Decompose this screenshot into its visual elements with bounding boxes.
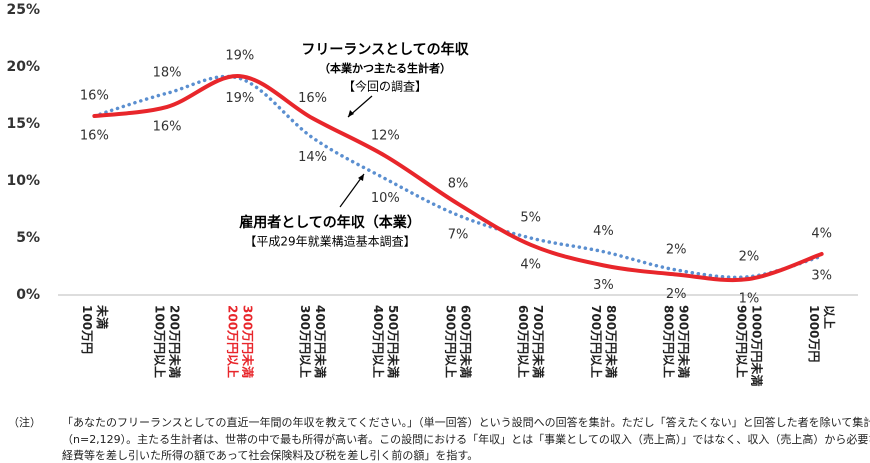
x-tick-label: 300万円以上 — [298, 305, 313, 378]
x-tick-label: 500万円以上 — [444, 305, 459, 378]
x-tick-label: 900万円以上 — [734, 305, 749, 378]
x-tick-label: 800万円以上 — [662, 305, 677, 378]
data-label: 10% — [371, 191, 400, 206]
annotation: フリーランスとしての年収 — [301, 41, 469, 58]
data-label: 3% — [593, 278, 614, 293]
data-label: 19% — [225, 49, 254, 64]
data-label: 16% — [153, 119, 182, 134]
footnote: （n=2,129）。主たる生計者は、世帯の中で最も所得が高い者。この設問における… — [62, 432, 870, 446]
annotation-arrowhead — [348, 110, 354, 117]
x-tick-label: 未満 — [95, 304, 110, 329]
data-label: 8% — [448, 176, 469, 191]
y-tick-label: 0% — [16, 287, 40, 303]
x-tick-label: 1000万円 — [807, 305, 821, 362]
data-label: 7% — [448, 228, 469, 243]
data-label: 19% — [225, 91, 254, 106]
data-label: 16% — [298, 91, 327, 106]
x-tick-label: 600万円未満 — [459, 305, 474, 378]
data-label: 3% — [811, 269, 832, 284]
data-label: 5% — [520, 211, 541, 226]
footnote: 経費等を差し引いた所得の額であって社会保険料及び税を差し引く前の額」を指す。 — [62, 448, 478, 462]
data-label: 2% — [739, 249, 760, 264]
data-label: 2% — [666, 242, 687, 257]
y-tick-label: 15% — [6, 116, 40, 132]
annotation: 雇用者としての年収（本業） — [239, 214, 421, 231]
x-tick-label: 700万円未満 — [531, 305, 546, 378]
x-tick-label: 以上 — [822, 305, 837, 329]
footnote-label: （注） — [8, 415, 41, 429]
x-tick-label: 700万円以上 — [589, 305, 604, 378]
x-tick-label: 800万円未満 — [604, 305, 619, 378]
x-tick-label: 500万円未満 — [386, 305, 401, 378]
x-tick-label: 600万円以上 — [516, 305, 531, 378]
y-tick-label: 5% — [16, 230, 40, 246]
annotation: （本業かつ主たる生計者） — [319, 61, 451, 75]
data-label: 4% — [593, 224, 614, 239]
data-label: 2% — [666, 287, 687, 302]
data-label: 16% — [80, 129, 109, 144]
x-tick-label: 400万円未満 — [313, 305, 328, 378]
y-tick-label: 25% — [6, 2, 40, 18]
data-label: 12% — [371, 128, 400, 143]
annotation-arrowhead — [358, 174, 364, 181]
x-tick-label: 900万円未満 — [677, 305, 692, 378]
y-tick-label: 10% — [6, 173, 40, 189]
data-label: 14% — [298, 150, 327, 165]
line-series — [92, 74, 824, 280]
x-tick-label: 1000万円未満 — [749, 305, 764, 386]
data-label: 1% — [739, 292, 760, 307]
annotation: 【平成29年就業構造基本調査】 — [244, 235, 415, 249]
data-label: 18% — [153, 66, 182, 81]
x-tick-label: 300万円未満 — [240, 305, 255, 378]
x-tick-label: 100万円以上 — [153, 305, 168, 378]
x-tick-label: 200万円以上 — [225, 305, 240, 378]
x-tick-label: 400万円以上 — [371, 305, 386, 378]
annotation: 【今回の調査】 — [343, 79, 427, 94]
footnote: 「あなたのフリーランスとしての直近一年間の年収を教えてください。」（単一回答）と… — [62, 415, 870, 429]
x-tick-label: 200万円未満 — [168, 305, 183, 378]
data-label: 16% — [80, 89, 109, 104]
x-tick-label: 100万円 — [80, 305, 94, 354]
data-label: 4% — [811, 226, 832, 241]
y-tick-label: 20% — [6, 59, 40, 75]
line-series — [92, 74, 824, 283]
data-label: 4% — [520, 257, 541, 272]
annotation-arrow — [339, 173, 365, 208]
